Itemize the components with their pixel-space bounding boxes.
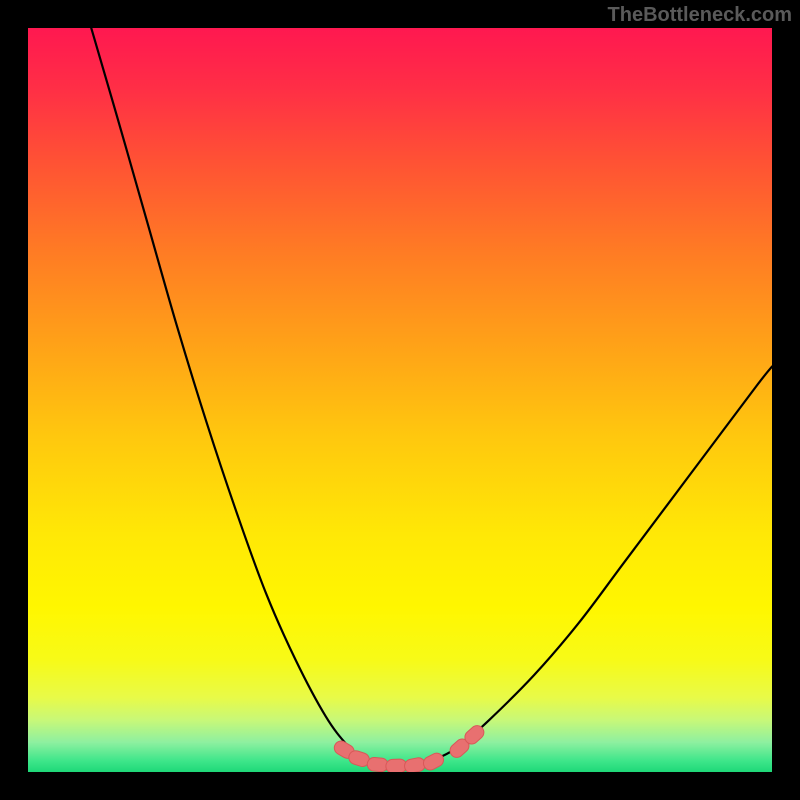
marker-point — [386, 759, 407, 772]
marker-point — [421, 751, 446, 772]
marker-point — [403, 757, 426, 772]
chart-container — [28, 28, 772, 772]
bottleneck-curve — [91, 28, 772, 767]
chart-overlay — [28, 28, 772, 772]
marker-group — [332, 723, 487, 772]
watermark-text: TheBottleneck.com — [608, 4, 792, 27]
marker-point — [367, 757, 389, 772]
